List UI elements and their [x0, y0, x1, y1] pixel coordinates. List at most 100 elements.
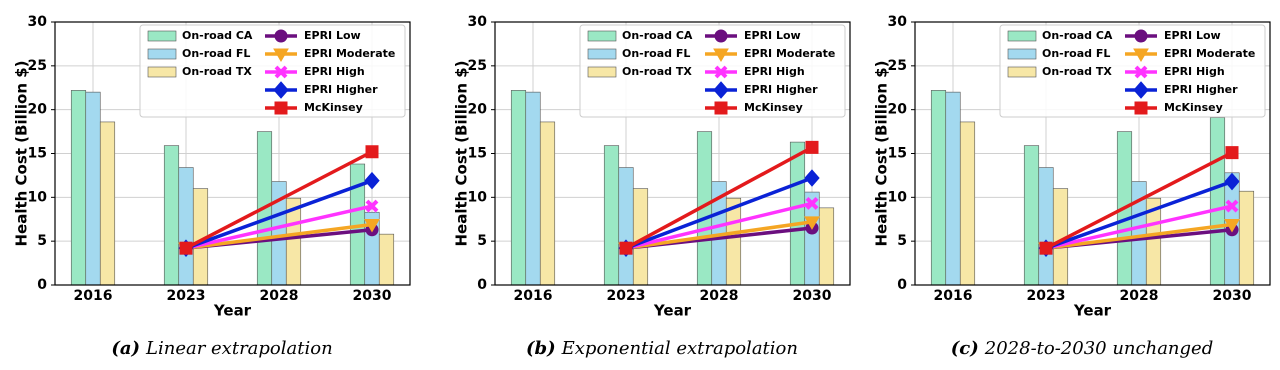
legend-marker	[273, 48, 289, 62]
line	[1045, 179, 1233, 250]
legend-label: On-road TX	[182, 65, 252, 78]
bar	[70, 90, 87, 286]
bar	[163, 145, 180, 286]
legend-marker	[1134, 29, 1148, 43]
bar	[818, 207, 835, 286]
bar	[539, 121, 556, 286]
y-tick-label: 10	[468, 189, 488, 205]
legend-marker	[274, 101, 288, 115]
legend-marker	[273, 81, 289, 99]
legend-label: McKinsey	[744, 101, 803, 114]
legend-marker	[274, 65, 288, 79]
legend-swatch	[147, 66, 177, 78]
y-tick-label: 10	[888, 189, 908, 205]
legend-label: EPRI Low	[1164, 29, 1221, 42]
line	[185, 204, 373, 250]
legend-swatch	[587, 48, 617, 60]
bar	[618, 167, 634, 286]
bar	[1023, 145, 1040, 286]
x-tick-label: 2030	[793, 288, 832, 304]
x-tick-label: 2016	[934, 288, 973, 304]
legend-label: EPRI High	[744, 65, 805, 78]
bar	[1238, 190, 1255, 286]
line	[625, 176, 813, 250]
y-axis-label: Health Cost (Billion $)	[453, 60, 471, 246]
legend-label: EPRI Moderate	[744, 47, 835, 60]
y-tick-label: 20	[28, 102, 48, 118]
legend-marker	[714, 65, 728, 79]
caption-text: 2028-to-2030 unchanged	[984, 338, 1213, 359]
caption-label: (b)	[526, 338, 556, 359]
x-tick-label: 2023	[607, 288, 646, 304]
line-marker	[364, 219, 380, 233]
y-tick-label: 15	[888, 146, 907, 162]
y-tick-label: 0	[477, 277, 487, 293]
x-axis-label: Year	[653, 302, 692, 320]
legend-marker	[1134, 101, 1148, 115]
legend-marker	[713, 81, 729, 99]
line	[185, 150, 373, 250]
line	[185, 179, 373, 250]
x-tick-label: 2023	[1027, 288, 1066, 304]
legend-marker	[713, 48, 729, 62]
y-tick-label: 5	[37, 233, 47, 249]
y-tick-label: 20	[468, 102, 488, 118]
legend-marker	[274, 29, 288, 43]
legend-marker	[1133, 81, 1149, 99]
x-tick-label: 2016	[74, 288, 113, 304]
legend-label: On-road CA	[622, 29, 693, 42]
legend-label: EPRI Higher	[744, 83, 818, 96]
bar	[178, 167, 194, 286]
line-marker	[1225, 199, 1239, 213]
legend-label: EPRI High	[1164, 65, 1225, 78]
y-tick-label: 30	[888, 14, 908, 30]
legend-swatch	[587, 30, 617, 42]
legend-label: EPRI Moderate	[1164, 47, 1255, 60]
line	[1045, 151, 1233, 250]
x-tick-label: 2016	[514, 288, 553, 304]
legend-swatch	[1007, 48, 1037, 60]
y-axis-label: Health Cost (Billion $)	[13, 60, 31, 246]
legend-label: EPRI Low	[744, 29, 801, 42]
y-tick-label: 5	[897, 233, 907, 249]
legend-swatch	[587, 66, 617, 78]
x-tick-label: 2028	[260, 288, 299, 304]
y-tick-label: 15	[28, 146, 47, 162]
x-tick-label: 2028	[700, 288, 739, 304]
y-tick-label: 15	[468, 146, 487, 162]
bar	[99, 121, 116, 286]
legend-label: On-road CA	[1042, 29, 1113, 42]
line	[625, 220, 813, 250]
x-axis-label: Year	[213, 302, 252, 320]
x-tick-label: 2023	[167, 288, 206, 304]
legend-label: McKinsey	[304, 101, 363, 114]
x-tick-label: 2030	[353, 288, 392, 304]
legend-marker	[1134, 65, 1148, 79]
line	[1045, 204, 1233, 250]
line-marker	[179, 241, 193, 255]
plot-frame	[54, 21, 411, 286]
y-tick-label: 25	[888, 58, 907, 74]
legend-label: On-road FL	[182, 47, 250, 60]
legend-marker	[1133, 48, 1149, 62]
caption: (b) Exponential extrapolation	[526, 338, 798, 359]
x-tick-label: 2030	[1213, 288, 1252, 304]
line-marker	[1224, 219, 1240, 233]
line-marker	[619, 241, 633, 255]
line-marker	[804, 216, 820, 230]
caption: (a) Linear extrapolation	[111, 338, 332, 359]
bar	[789, 141, 806, 286]
legend-marker	[714, 29, 728, 43]
caption-label: (c)	[951, 338, 979, 359]
caption-label: (a)	[111, 338, 140, 359]
bar	[378, 233, 395, 286]
bar	[930, 90, 947, 286]
legend-label: On-road TX	[1042, 65, 1112, 78]
legend-label: On-road CA	[182, 29, 253, 42]
subplot: 0 5 10 15 20 25 30 2016 2023 2028 2030 On-road CA On…	[13, 14, 411, 359]
line-marker	[364, 171, 380, 190]
bar	[959, 121, 976, 286]
bar	[945, 91, 961, 286]
line	[625, 145, 813, 250]
legend-label: On-road FL	[1042, 47, 1110, 60]
